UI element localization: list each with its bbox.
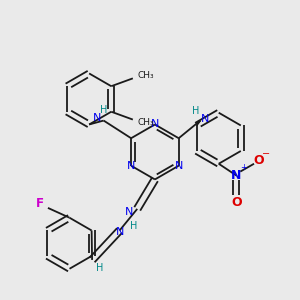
Text: N: N [116,227,124,237]
Text: N: N [93,112,101,123]
Text: H: H [130,220,137,231]
Text: H: H [96,263,103,273]
Text: N: N [201,114,209,124]
Text: H: H [192,106,199,116]
Text: N: N [151,119,159,130]
Text: −: − [262,149,270,159]
Text: O: O [254,154,264,167]
Text: N: N [125,207,134,217]
Text: N: N [175,161,183,171]
Text: N: N [231,169,242,182]
Text: N: N [127,161,135,171]
Text: H: H [100,105,107,115]
Text: CH₃: CH₃ [137,71,154,80]
Text: CH₃: CH₃ [137,118,154,127]
Text: F: F [36,196,44,209]
Text: +: + [240,163,247,172]
Text: O: O [231,196,242,208]
